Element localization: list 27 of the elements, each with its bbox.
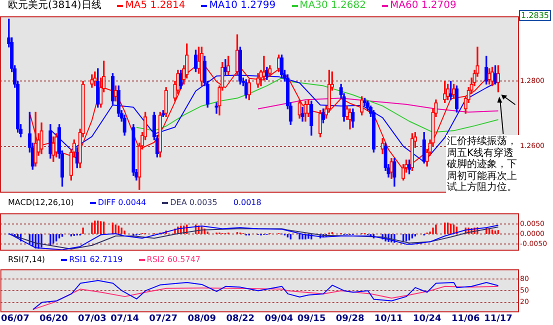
text: 1.2835	[519, 10, 551, 21]
legend-label: RSI2 60.5747	[146, 255, 200, 264]
x-tick-label: 07/27	[149, 314, 178, 324]
x-tick-label: 09/28	[336, 314, 364, 324]
chart-title: MACD(12,26,10)	[8, 198, 74, 208]
legend-label: RSI1 62.7119	[68, 255, 123, 264]
x-tick-label: 06/20	[40, 314, 68, 324]
x-tick-label: 08/22	[226, 314, 255, 324]
x-tick-label: 10/24	[412, 314, 442, 324]
x-tick-label: 11/06	[451, 314, 480, 324]
x-tick-label: 07/03	[78, 314, 106, 324]
legend-label: MA30 1.2682	[298, 0, 366, 11]
x-tick-label: 07/14	[110, 314, 139, 324]
x-tick-label: 11/17	[484, 314, 512, 324]
text: 0.0018	[233, 198, 262, 208]
x-tick-label: 08/09	[188, 314, 216, 324]
legend-label: DEA 0.0035	[169, 198, 218, 208]
legend-label: MA5 1.2814	[124, 0, 186, 11]
annotation: 汇价持续振荡，周五K线有穿透破脚的迹象，下周初可能再次上试上方阻力位。	[446, 135, 520, 194]
chart-title: RSI(7,14)	[8, 255, 46, 264]
x-tick-label: 10/11	[374, 314, 403, 324]
legend-label: MA10 1.2799	[208, 0, 276, 11]
x-tick-label: 09/04	[264, 314, 294, 324]
x-tick-label: 09/15	[297, 314, 326, 324]
legend-label: DIFF 0.0044	[96, 198, 146, 208]
x-tick-label: 06/07	[0, 314, 30, 324]
legend-label: MA60 1.2709	[389, 0, 456, 11]
